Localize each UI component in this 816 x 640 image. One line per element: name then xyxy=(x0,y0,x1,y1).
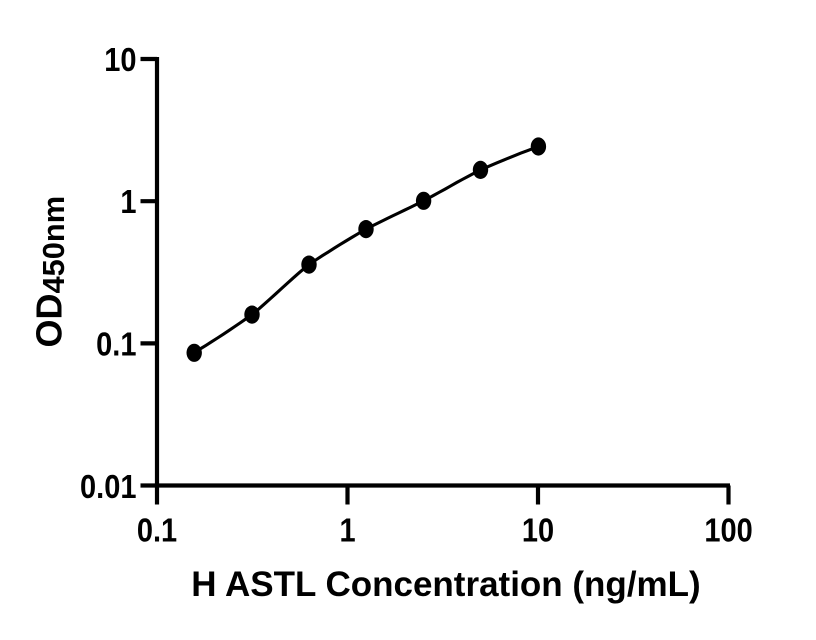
svg-text:0.01: 0.01 xyxy=(80,468,136,505)
svg-text:OD450nm: OD450nm xyxy=(29,196,71,348)
svg-text:10: 10 xyxy=(522,511,554,548)
svg-text:1: 1 xyxy=(120,183,136,220)
svg-text:0.1: 0.1 xyxy=(137,511,177,548)
svg-text:1: 1 xyxy=(339,511,355,548)
svg-text:100: 100 xyxy=(704,511,752,548)
svg-text:H ASTL Concentration (ng/mL): H ASTL Concentration (ng/mL) xyxy=(191,565,700,604)
svg-text:0.1: 0.1 xyxy=(96,326,136,363)
svg-text:10: 10 xyxy=(104,41,136,78)
